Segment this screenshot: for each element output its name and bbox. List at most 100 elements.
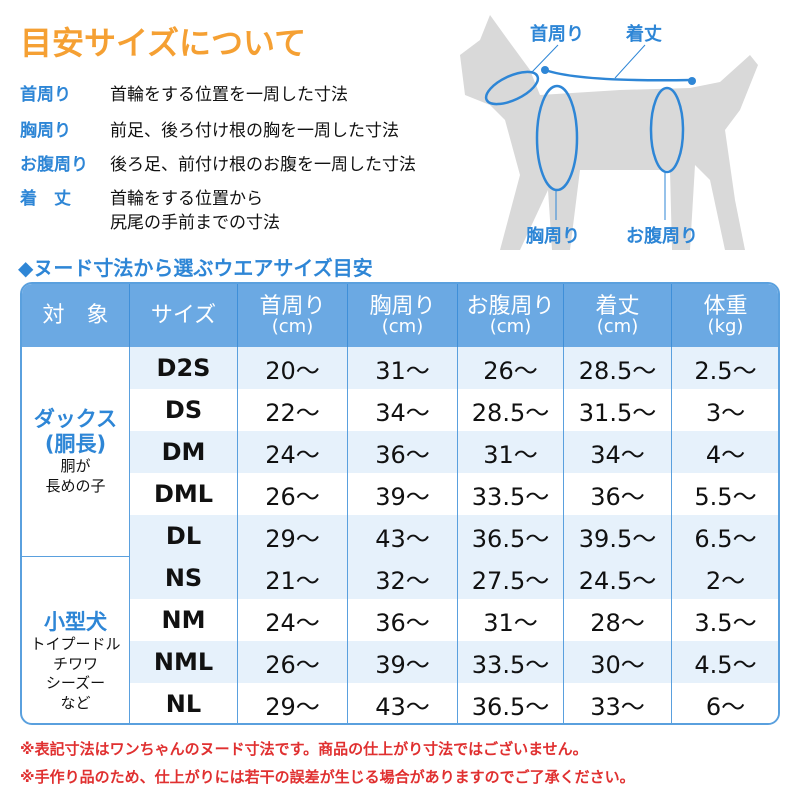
value-cell: 26～ <box>238 641 348 683</box>
header-cell: 着丈 (cm) <box>564 284 672 347</box>
value-cell: 36～ <box>348 599 458 641</box>
value-cell: 27.5～ <box>458 557 564 599</box>
group-cell: 小型犬 トイプードル チワワ シーズー など <box>22 557 130 723</box>
header-unit: (cm) <box>596 315 639 337</box>
group-label: (胴長) <box>44 432 107 456</box>
size-cell: NS <box>130 557 238 599</box>
value-cell: 36.5～ <box>458 515 564 557</box>
header-cell: お腹周り (cm) <box>458 284 564 347</box>
size-cell: NML <box>130 641 238 683</box>
value-cell: 34～ <box>564 431 672 473</box>
label-chest: 胸周り <box>526 226 580 247</box>
header-unit: (kg) <box>707 315 744 337</box>
value-cell: 31～ <box>458 599 564 641</box>
value-cell: 3.5～ <box>672 599 778 641</box>
size-cell: DML <box>130 473 238 515</box>
group-cell: ダックス (胴長) 胴が 長めの子 <box>22 347 130 557</box>
value-cell: 39.5～ <box>564 515 672 557</box>
header-cell: サイズ <box>130 284 238 347</box>
dog-diagram: 首周り 着丈 胸周り お腹周り <box>460 0 800 260</box>
value-cell: 3～ <box>672 389 778 431</box>
header-unit: (cm) <box>271 315 314 337</box>
table-row <box>130 347 778 389</box>
header-label: 着丈 <box>595 293 640 319</box>
value-cell: 20～ <box>238 347 348 389</box>
header-label: 胸周り <box>369 293 436 319</box>
value-cell: 30～ <box>564 641 672 683</box>
value-cell: 29～ <box>238 515 348 557</box>
note-2: ※手作り品のため、仕上がりには若干の誤差が生じる場合がありますのでご了承ください… <box>20 768 635 786</box>
header-label: 対 象 <box>42 302 109 328</box>
table-row <box>130 431 778 473</box>
value-cell: 6～ <box>672 683 778 723</box>
group-label: など <box>60 693 91 712</box>
value-cell: 34～ <box>348 389 458 431</box>
table-row <box>130 389 778 431</box>
value-cell: 2.5～ <box>672 347 778 389</box>
table-row <box>130 599 778 641</box>
value-cell: 39～ <box>348 641 458 683</box>
header-unit: (cm) <box>489 315 532 337</box>
size-cell: NM <box>130 599 238 641</box>
value-cell: 31～ <box>458 431 564 473</box>
value-cell: 4～ <box>672 431 778 473</box>
size-table: 対 象サイズ 首周り (cm) 胸周り (cm) お腹周り (cm) 着丈 (cm) 体重 (kg)… <box>20 282 780 725</box>
header-label: お腹周り <box>466 293 555 319</box>
header-label: 首周り <box>259 293 326 319</box>
value-cell: 26～ <box>238 473 348 515</box>
value-cell: 22～ <box>238 389 348 431</box>
header-cell: 胸周り (cm) <box>348 284 458 347</box>
value-cell: 33.5～ <box>458 641 564 683</box>
table-row <box>130 515 778 557</box>
label-length: 着丈 <box>626 24 662 45</box>
value-cell: 33.5～ <box>458 473 564 515</box>
table-row <box>130 641 778 683</box>
value-cell: 24.5～ <box>564 557 672 599</box>
term: 首周り <box>20 85 71 105</box>
value-cell: 24～ <box>238 431 348 473</box>
group-label: シーズー <box>45 674 106 693</box>
table-title: ◆ヌード寸法から選ぶウエアサイズ目安 <box>18 256 373 280</box>
desc: 首輪をする位置から <box>110 189 263 209</box>
desc: 前足、後ろ付け根の胸を一周した寸法 <box>110 121 399 141</box>
desc: 首輪をする位置を一周した寸法 <box>110 85 348 105</box>
header-cell: 体重 (kg) <box>672 284 778 347</box>
header-label: サイズ <box>150 302 217 328</box>
term: 着 丈 <box>20 189 71 209</box>
table-row <box>130 683 778 723</box>
value-cell: 5.5～ <box>672 473 778 515</box>
term: 胸周り <box>20 121 71 141</box>
header-label: 体重 <box>703 293 748 319</box>
table-row <box>130 557 778 599</box>
value-cell: 36.5～ <box>458 683 564 723</box>
value-cell: 24～ <box>238 599 348 641</box>
group-label: チワワ <box>52 654 98 673</box>
group-label: トイプードル <box>30 635 121 654</box>
value-cell: 4.5～ <box>672 641 778 683</box>
term: お腹周り <box>20 155 88 175</box>
table-row <box>130 473 778 515</box>
group-label: 胴が <box>60 457 91 476</box>
value-cell: 33～ <box>564 683 672 723</box>
desc2: 尻尾の手前までの寸法 <box>110 213 280 233</box>
dog-silhouette-icon <box>460 15 758 250</box>
value-cell: 39～ <box>348 473 458 515</box>
desc: 後ろ足、前付け根のお腹を一周した寸法 <box>110 155 416 175</box>
value-cell: 21～ <box>238 557 348 599</box>
value-cell: 28.5～ <box>564 347 672 389</box>
size-cell: DL <box>130 515 238 557</box>
value-cell: 31～ <box>348 347 458 389</box>
header-cell: 対 象 <box>22 284 130 347</box>
label-belly: お腹周り <box>626 226 698 247</box>
group-label: ダックス <box>33 406 118 431</box>
value-cell: 43～ <box>348 683 458 723</box>
size-cell: NL <box>130 683 238 723</box>
value-cell: 6.5～ <box>672 515 778 557</box>
value-cell: 32～ <box>348 557 458 599</box>
header-unit: (cm) <box>381 315 424 337</box>
value-cell: 36～ <box>564 473 672 515</box>
value-cell: 36～ <box>348 431 458 473</box>
size-cell: DM <box>130 431 238 473</box>
label-neck: 首周り <box>530 24 584 45</box>
value-cell: 28～ <box>564 599 672 641</box>
